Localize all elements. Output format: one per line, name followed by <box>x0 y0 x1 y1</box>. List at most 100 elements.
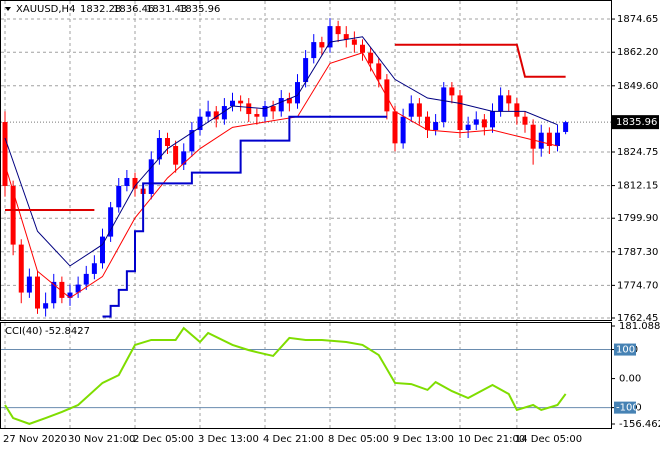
x-tick-label: 27 Nov 2020 <box>3 434 67 445</box>
candle-body <box>522 116 528 125</box>
candle-body <box>165 138 170 147</box>
indicator-line <box>5 43 566 211</box>
y-tick-label: 1824.75 <box>617 147 658 158</box>
indicator-line <box>4 36 558 267</box>
candle-body <box>278 98 284 112</box>
candle-body <box>563 122 569 132</box>
indicator-line <box>102 115 387 318</box>
indicator-line <box>4 52 558 299</box>
candle-body <box>481 119 487 128</box>
candle-body <box>303 58 309 83</box>
level-label: 100 <box>616 345 635 356</box>
candle-body <box>116 185 122 208</box>
candle-body <box>295 82 300 104</box>
candle-body <box>392 111 398 144</box>
candle-body <box>238 100 244 104</box>
candle-body <box>498 95 504 112</box>
candle-body <box>262 106 268 117</box>
cci-panel <box>0 322 612 429</box>
candle-body <box>555 132 560 147</box>
candle-body <box>100 236 105 264</box>
x-tick-label: 4 Dec 21:00 <box>263 434 324 445</box>
x-tick-label: 14 Dec 05:00 <box>515 434 582 445</box>
y-tick-label: 1787.30 <box>617 247 658 258</box>
candle-body <box>360 44 365 53</box>
last-price-box <box>612 115 659 130</box>
candle-body <box>473 119 479 125</box>
candle-body <box>376 63 382 80</box>
candle-body <box>425 116 430 131</box>
menu-arrow <box>5 7 11 11</box>
candle-body <box>2 122 8 186</box>
candle-body <box>10 185 16 245</box>
candle-body <box>124 177 130 186</box>
candle-body <box>457 95 463 131</box>
candle-body <box>189 130 195 152</box>
candle-body <box>351 39 357 45</box>
candle-body <box>197 116 203 131</box>
candle-body <box>343 34 349 40</box>
y-tick-label: 1774.70 <box>617 280 658 291</box>
x-tick-label: 9 Dec 13:00 <box>393 434 454 445</box>
candle-body <box>384 79 390 112</box>
candle-body <box>506 95 512 104</box>
y-tick-label: 1812.15 <box>617 181 658 192</box>
candle-body <box>51 281 57 304</box>
candle-body <box>148 159 154 194</box>
y-tick-label: 1862.20 <box>617 47 658 58</box>
x-tick-label: 10 Dec 21:00 <box>458 434 525 445</box>
candle-body <box>108 207 114 237</box>
candle-body <box>254 114 260 117</box>
candle-body <box>465 124 471 131</box>
candle-body <box>35 276 40 309</box>
candle-body <box>91 263 97 274</box>
candle-body <box>43 303 49 309</box>
candle-body <box>368 52 374 64</box>
candle-body <box>156 138 162 160</box>
level-label: -100 <box>616 403 639 414</box>
ohlc-high: 1836.46 <box>113 4 154 15</box>
y-tick-label: 1874.65 <box>617 14 658 25</box>
candle-body <box>132 177 138 189</box>
candle-body <box>26 276 32 293</box>
level-box <box>614 401 636 414</box>
cci-name: CCI(40) <box>5 326 43 337</box>
cci-value: -52.8427 <box>45 326 90 337</box>
candle-body <box>433 122 439 131</box>
candle-body <box>311 42 317 59</box>
candle-body <box>181 151 187 165</box>
candle-body <box>408 103 414 117</box>
candle-body <box>213 111 219 120</box>
cci-line <box>4 326 567 425</box>
candle-body <box>335 26 341 35</box>
symbol: XAUUSD,H4 <box>16 4 75 15</box>
ohlc-close: 1835.96 <box>179 4 220 15</box>
candle-body <box>538 132 544 149</box>
candle-body <box>441 87 447 123</box>
y-tick-label: 0.00 <box>619 374 641 385</box>
candle-body <box>83 273 89 285</box>
candle-body <box>205 111 211 117</box>
y-tick-label: 1799.90 <box>617 213 658 224</box>
ohlc-low: 1831.43 <box>146 4 187 15</box>
x-tick-label: 8 Dec 05:00 <box>328 434 389 445</box>
x-tick-label: 30 Nov 21:00 <box>68 434 135 445</box>
candle-body <box>319 42 325 48</box>
candle-body <box>230 100 235 107</box>
candle-body <box>327 26 333 48</box>
candle-body <box>67 292 73 298</box>
candle-body <box>530 124 536 149</box>
candle-body <box>490 111 495 128</box>
last-price-label: 1835.96 <box>616 117 657 128</box>
candle-body <box>246 103 252 115</box>
candle-body <box>286 98 292 104</box>
candle-body <box>416 103 422 117</box>
y-tick-label: -156.462 <box>619 419 660 430</box>
candle-body <box>546 132 552 147</box>
ohlc-open: 1832.28 <box>80 4 121 15</box>
candle-body <box>449 87 455 96</box>
candle-body <box>221 106 227 120</box>
y-tick-label: 1849.60 <box>617 81 658 92</box>
y-tick-label: 181.0887 <box>619 321 660 332</box>
